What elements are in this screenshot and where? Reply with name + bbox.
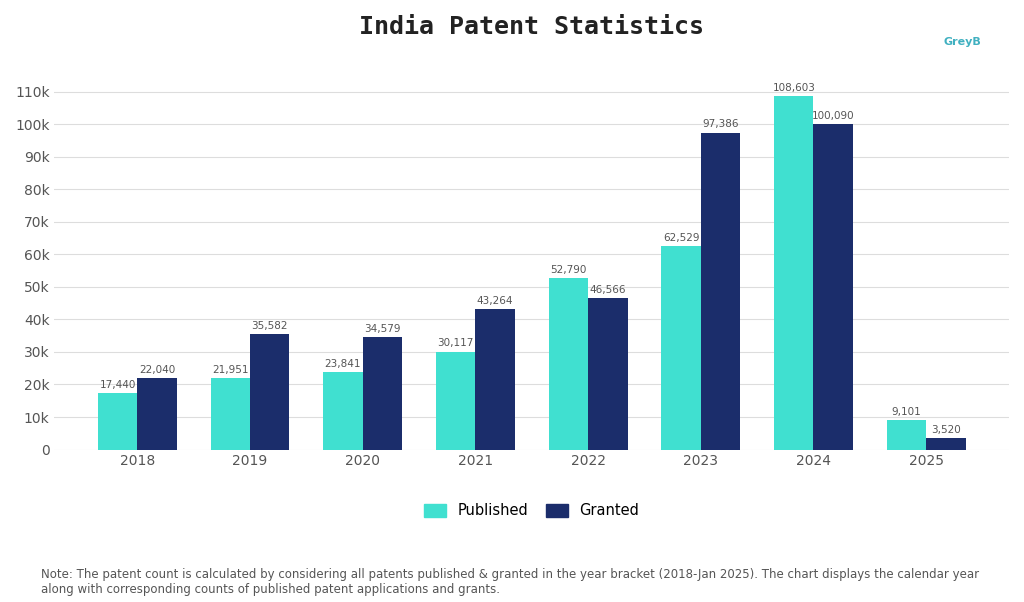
Text: 3,520: 3,520 bbox=[931, 425, 961, 435]
Text: 46,566: 46,566 bbox=[590, 285, 626, 295]
Text: 34,579: 34,579 bbox=[365, 324, 400, 334]
Text: 17,440: 17,440 bbox=[99, 380, 136, 389]
Bar bbox=[700, 132, 740, 450]
Bar bbox=[211, 378, 250, 450]
Text: 100,090: 100,090 bbox=[812, 111, 854, 120]
Bar bbox=[324, 372, 362, 450]
Bar bbox=[813, 124, 853, 450]
Text: 43,264: 43,264 bbox=[477, 296, 513, 305]
Bar bbox=[436, 352, 475, 450]
Title: India Patent Statistics: India Patent Statistics bbox=[359, 15, 705, 39]
Bar bbox=[662, 246, 700, 450]
Text: 62,529: 62,529 bbox=[663, 233, 699, 243]
Bar bbox=[588, 298, 628, 450]
Bar bbox=[774, 96, 813, 450]
Bar bbox=[362, 337, 402, 450]
Bar bbox=[137, 378, 177, 450]
Text: 52,790: 52,790 bbox=[550, 264, 587, 275]
Legend: Published, Granted: Published, Granted bbox=[417, 496, 646, 526]
Text: 108,603: 108,603 bbox=[772, 83, 815, 93]
Text: 35,582: 35,582 bbox=[252, 320, 288, 330]
Bar bbox=[98, 393, 137, 450]
Bar bbox=[549, 278, 588, 450]
Text: 97,386: 97,386 bbox=[702, 119, 738, 129]
Bar bbox=[475, 309, 515, 450]
Text: 21,951: 21,951 bbox=[212, 365, 249, 375]
Bar bbox=[887, 420, 926, 450]
Bar bbox=[250, 334, 290, 450]
Text: 9,101: 9,101 bbox=[892, 407, 922, 417]
Text: 23,841: 23,841 bbox=[325, 359, 361, 369]
Text: 22,040: 22,040 bbox=[139, 365, 175, 374]
Text: Note: The patent count is calculated by considering all patents published & gran: Note: The patent count is calculated by … bbox=[41, 568, 979, 596]
Bar bbox=[926, 438, 966, 450]
Text: 30,117: 30,117 bbox=[437, 338, 474, 349]
Text: GreyB: GreyB bbox=[944, 37, 981, 47]
